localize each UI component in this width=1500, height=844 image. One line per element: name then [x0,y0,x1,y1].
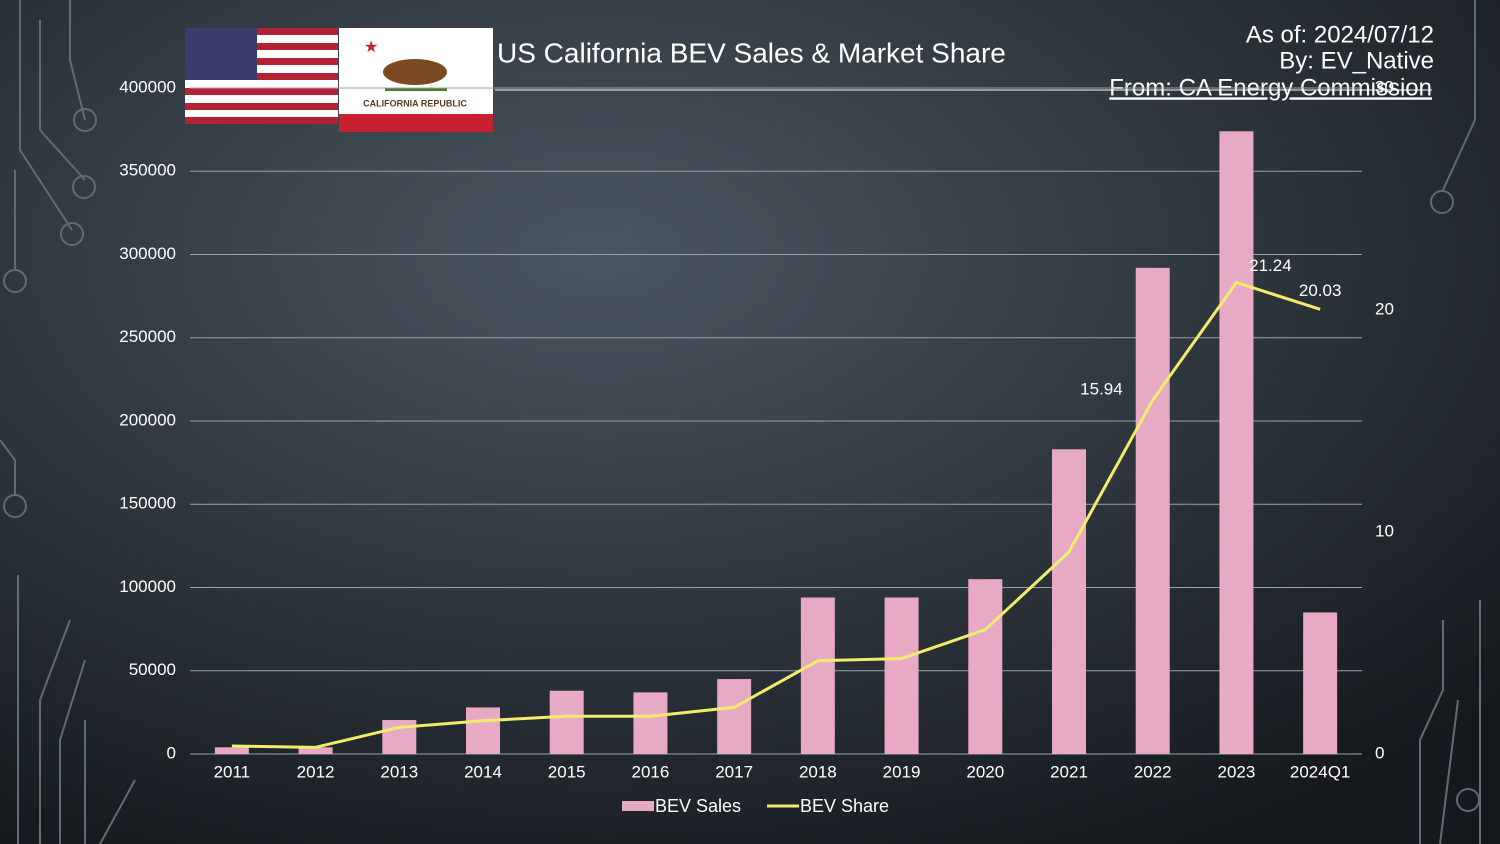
bar [800,597,835,754]
bear [383,59,447,85]
bar [549,690,584,754]
data-label: 20.03 [1299,281,1342,300]
us-flag [185,28,338,124]
star: ★ [364,39,378,56]
bar [717,679,752,754]
y-tick-label: 400000 [119,77,176,96]
x-tick-label: 2011 [214,762,251,781]
bar [466,707,500,754]
y-tick-label: 350000 [119,161,176,180]
y-tick-label: 300000 [119,244,176,263]
bar [298,747,333,754]
bar [1219,131,1254,755]
y-tick-label: 250000 [119,327,176,346]
y2-tick-label: 30 [1375,77,1394,96]
x-tick-label: 2015 [548,762,586,781]
y-tick-label: 150000 [119,494,176,513]
bar [1135,267,1170,754]
x-tick-label: 2022 [1134,762,1172,781]
flag-text: CALIFORNIA REPUBLIC [363,98,467,108]
y-tick-label: 50000 [129,660,176,679]
bar [968,579,1003,754]
y-tick-label: 0 [167,743,176,762]
bar [1052,449,1086,754]
y-tick-label: 100000 [119,577,176,596]
x-tick-label: 2023 [1218,762,1256,781]
legend-label: BEV Share [800,796,889,816]
x-tick-label: 2017 [715,762,753,781]
y2-tick-label: 20 [1375,299,1394,318]
california-flag: ★ CALIFORNIA REPUBLIC [339,28,493,132]
x-tick-label: 2018 [799,762,837,781]
chart-title: US California BEV Sales & Market Share [497,37,1006,68]
x-tick-label: 2020 [966,762,1004,781]
x-tick-label: 2016 [632,762,670,781]
x-tick-label: 2013 [380,762,418,781]
note: As of: 2024/07/12 [1246,21,1434,48]
data-label: 15.94 [1080,380,1123,399]
legend-swatch [622,801,654,811]
legend-label: BEV Sales [655,796,741,816]
bar [214,747,249,754]
x-tick-label: 2019 [883,762,921,781]
line [231,280,1321,749]
x-tick-label: 2012 [297,762,335,781]
x-tick-label: 2021 [1050,762,1088,781]
note: By: EV_Native [1279,47,1434,74]
x-tick-label: 2024Q1 [1290,762,1351,781]
y2-tick-label: 0 [1375,743,1384,762]
y2-tick-label: 10 [1375,521,1394,540]
x-tick-label: 2014 [464,762,502,781]
bar [1303,612,1338,754]
bar [633,692,668,754]
y-tick-label: 200000 [119,410,176,429]
bar [884,597,919,754]
data-label: 21.24 [1249,256,1292,275]
